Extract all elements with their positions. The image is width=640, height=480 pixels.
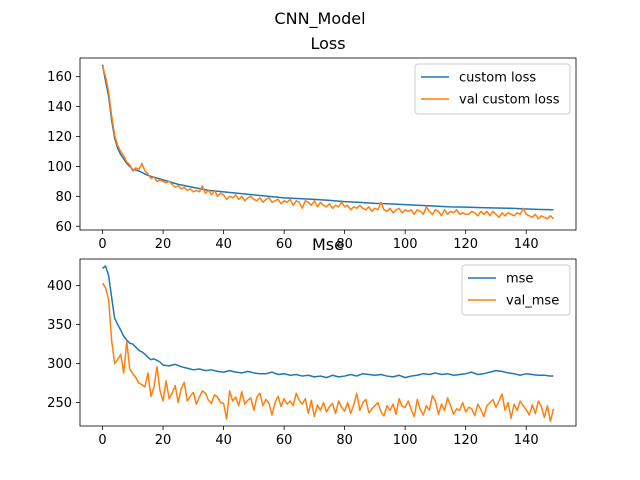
legend-label: mse <box>506 272 533 287</box>
loss-series-line-1 <box>101 64 554 211</box>
y-tick-label: 80 <box>55 190 72 205</box>
legend-label: val custom loss <box>459 93 560 108</box>
x-tick-label: 120 <box>453 433 478 448</box>
mse-title: Mse <box>312 235 344 254</box>
x-tick-label: 20 <box>155 237 172 252</box>
mse-series-line-2 <box>101 282 555 423</box>
x-tick-label: 140 <box>514 433 539 448</box>
y-tick-label: 120 <box>47 130 72 145</box>
axes-frame <box>79 258 577 427</box>
x-tick-label: 80 <box>336 237 353 252</box>
x-tick-label: 0 <box>98 433 106 448</box>
y-tick-label: 140 <box>47 100 72 115</box>
x-tick-label: 60 <box>276 237 293 252</box>
y-tick-label: 60 <box>55 220 72 235</box>
x-tick-label: 80 <box>336 433 353 448</box>
figure-suptitle: CNN_Model <box>274 9 365 29</box>
mse-series-line-1 <box>102 265 554 379</box>
x-tick-label: 0 <box>98 237 106 252</box>
x-tick-label: 40 <box>215 237 232 252</box>
mse-legend: mse val_mse <box>461 264 571 316</box>
y-tick-label: 250 <box>47 396 72 411</box>
x-tick-label: 20 <box>155 433 172 448</box>
loss-subplot: Loss 0 20 40 60 80 100 120 140 60 80 100 120 140 160 c… <box>47 34 577 252</box>
mse-subplot: Mse 0 20 40 60 80 100 120 140250300350400mseval… <box>47 235 577 448</box>
loss-series-line-2 <box>101 66 554 220</box>
x-tick-label: 100 <box>393 237 418 252</box>
x-tick-label: 140 <box>514 237 539 252</box>
legend-label: val_mse <box>506 294 559 309</box>
legend-box <box>414 63 571 115</box>
y-tick-label: 160 <box>47 70 72 85</box>
y-tick-label: 100 <box>47 160 72 175</box>
y-tick-label: 400 <box>47 279 72 294</box>
x-tick-label: 100 <box>393 433 418 448</box>
y-tick-label: 350 <box>47 318 72 333</box>
mse-plot-area: 0 20 40 60 80 100 120 140 250 300 350 400 mse val_mse <box>47 258 577 448</box>
axes-frame <box>79 57 577 231</box>
loss-plot-area: 0 20 40 60 80 100 120 140 60 80 100 120 140 160 custom… <box>47 57 577 252</box>
x-tick-label: 60 <box>276 433 293 448</box>
loss-title: Loss <box>310 34 345 53</box>
x-tick-label: 40 <box>215 433 232 448</box>
loss-legend: custom loss val custom loss <box>414 63 571 115</box>
legend-label: custom loss <box>459 71 536 86</box>
x-tick-label: 120 <box>453 237 478 252</box>
y-tick-label: 300 <box>47 357 72 372</box>
